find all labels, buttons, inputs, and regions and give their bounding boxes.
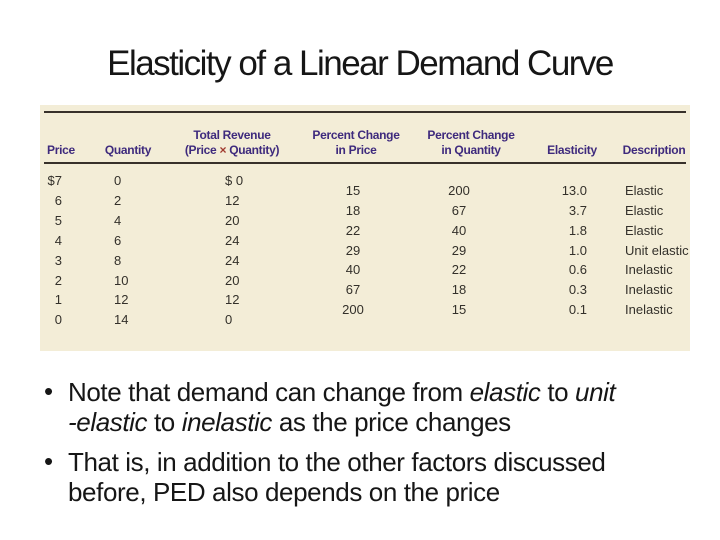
bullet-text-italic: unit (575, 377, 616, 407)
table-cell-quantity: 0 (114, 173, 122, 188)
bullet-text: to (147, 407, 182, 437)
table-cell-pct-change-quantity: 29 (451, 242, 467, 258)
table-cell-pct-change-quantity: 22 (451, 262, 467, 278)
col-header-total-revenue-line1: Total Revenue (193, 128, 271, 142)
table-cell-quantity: 8 (114, 252, 122, 268)
table-cell-pct-change-quantity: 15 (451, 302, 467, 318)
table-cell-pct-change-price: 29 (345, 242, 361, 258)
col-header-total-revenue: Total Revenue (Price × Quantity) (157, 128, 307, 158)
table-cell-total-revenue: 12 (225, 292, 240, 308)
col-header-pct-change-quantity-line2: in Quantity (441, 143, 501, 157)
table-cell-elasticity: 3.7 (568, 202, 587, 218)
col-header-quantity: Quantity (98, 143, 158, 158)
table-cell-total-revenue: 24 (225, 252, 240, 268)
table-cell-description: Elastic (625, 222, 664, 238)
bullet-text-italic: inelastic (181, 407, 273, 437)
bullet-item: • That is, in addition to the other facto… (30, 446, 696, 507)
table-header-rule (44, 162, 686, 164)
bullet-text: Note that demand can change from (68, 377, 470, 407)
bullet-marker: • (44, 376, 53, 406)
table-cell-pct-change-price: 22 (345, 222, 361, 238)
table-cell-pct-change-price: 67 (345, 282, 361, 298)
table-cell-price: 0 (54, 312, 62, 328)
table-cell-quantity: 10 (114, 272, 129, 288)
table-cell-total-revenue: 0 (225, 312, 233, 328)
table-cell-pct-change-price: 40 (345, 262, 361, 278)
col-header-pct-change-price-line2: in Price (335, 143, 377, 157)
table-cell-elasticity: 1.8 (568, 222, 587, 238)
col-header-price: Price (47, 143, 107, 158)
table-cell-total-revenue: 24 (225, 232, 240, 248)
table-cell-elasticity: 0.1 (568, 302, 587, 318)
col-header-quantity-label: Quantity (104, 143, 152, 157)
table-cell-price: 4 (54, 232, 62, 248)
table-top-rule (44, 111, 686, 113)
bullet-text: That is, in addition to the other factor… (68, 447, 606, 477)
col-header-pct-change-price-line1: Percent Change (312, 128, 400, 142)
col-header-description: Description (604, 143, 704, 158)
table-cell-elasticity: 0.6 (568, 262, 587, 278)
table-cell-description: Unit elastic (625, 242, 689, 258)
table-cell-description: Elastic (625, 202, 664, 218)
table-cell-description: Inelastic (625, 302, 673, 318)
table-cell-price: 5 (54, 212, 62, 228)
table-cell-total-revenue: 20 (225, 212, 240, 228)
multiply-sign: × (219, 143, 227, 157)
table-cell-elasticity: 1.0 (568, 242, 587, 258)
table-cell-quantity: 2 (114, 192, 122, 208)
bullet-text: to (540, 377, 576, 407)
table-cell-price: 2 (54, 272, 62, 288)
table-cell-description: Inelastic (625, 282, 673, 298)
table-body: $7 6 5 4 3 2 1 0 0 2 4 6 8 10 12 14 $ 0 12 20 24 24 20 12 0 15 18… (40, 105, 690, 351)
bullet-item: • Note that demand can change from elasti… (30, 376, 696, 437)
table-cell-pct-change-quantity: 200 (448, 182, 470, 198)
table-cell-total-revenue: 12 (225, 192, 240, 208)
table-cell-total-revenue: $ 0 (225, 173, 244, 188)
table-panel: Price Quantity Total Revenue (Price × Qu… (40, 105, 690, 351)
col-header-description-label: Description (622, 143, 686, 157)
table-cell-quantity: 4 (114, 212, 122, 228)
bullet-text: as the price changes (272, 407, 511, 437)
table-cell-pct-change-price: 18 (345, 202, 361, 218)
table-cell-quantity: 14 (114, 312, 129, 328)
bullet-marker: • (44, 446, 53, 476)
table-cell-price: $7 (47, 173, 62, 188)
table-cell-pct-change-quantity: 67 (451, 202, 467, 218)
table-cell-quantity: 12 (114, 292, 129, 308)
table-cell-description: Inelastic (625, 262, 673, 278)
table-cell-elasticity: 13.0 (561, 182, 587, 198)
bullet-text-italic: elastic (469, 377, 541, 407)
table-cell-pct-change-quantity: 40 (451, 222, 467, 238)
col-header-elasticity: Elasticity (532, 143, 612, 158)
table-cell-description: Elastic (625, 182, 664, 198)
table-cell-total-revenue: 20 (225, 272, 240, 288)
table-cell-quantity: 6 (114, 232, 122, 248)
table-cell-pct-change-price: 200 (342, 302, 364, 318)
bullet-list: • Note that demand can change from elasti… (30, 376, 696, 507)
col-header-elasticity-label: Elasticity (547, 143, 597, 157)
table-cell-pct-change-quantity: 18 (451, 282, 467, 298)
table-cell-price: 1 (54, 292, 62, 308)
table-cell-price: 6 (54, 192, 62, 208)
table-cell-price: 3 (54, 252, 62, 268)
bullet-text-italic: -elastic (68, 407, 148, 437)
col-header-pct-change-quantity-line1: Percent Change (427, 128, 515, 142)
table-cell-pct-change-price: 15 (345, 182, 361, 198)
slide-title: Elasticity of a Linear Demand Curve (107, 44, 614, 83)
table-header-row: Price Quantity Total Revenue (Price × Qu… (40, 105, 690, 162)
col-header-pct-change-price: Percent Change in Price (286, 128, 426, 158)
col-header-price-label: Price (47, 143, 75, 157)
table-cell-elasticity: 0.3 (568, 282, 587, 298)
bullet-text: before, PED also depends on the price (68, 477, 500, 507)
col-header-pct-change-quantity: Percent Change in Quantity (401, 128, 541, 158)
col-header-total-revenue-line2: (Price × Quantity) (184, 143, 280, 157)
